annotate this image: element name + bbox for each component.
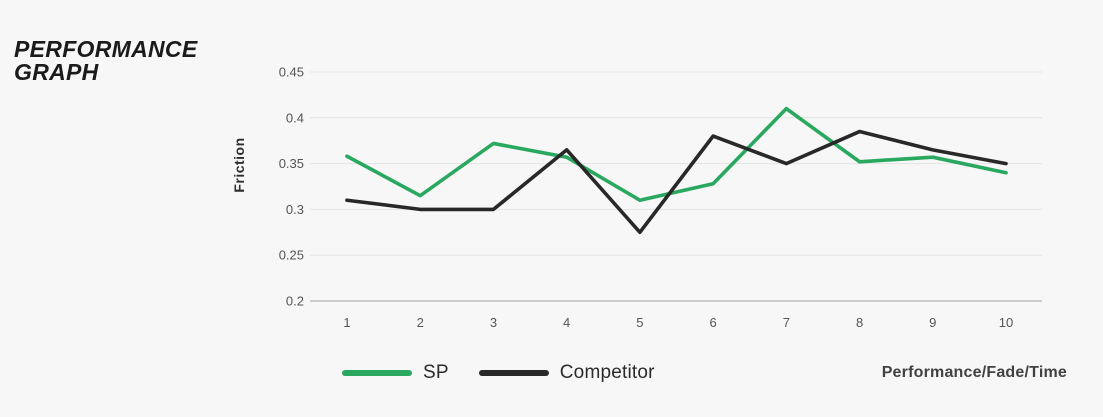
- x-tick-label: 2: [417, 315, 424, 330]
- x-tick-label: 5: [636, 315, 643, 330]
- x-tick-label: 8: [856, 315, 863, 330]
- y-tick-label: 0.3: [286, 202, 304, 217]
- x-tick-label: 9: [929, 315, 936, 330]
- x-tick-label: 6: [709, 315, 716, 330]
- x-tick-label: 3: [490, 315, 497, 330]
- sp-line-swatch: [342, 370, 412, 376]
- x-axis-caption: Performance/Fade/Time: [881, 364, 1067, 381]
- x-tick-label: 4: [563, 315, 570, 330]
- y-axis-label: Friction: [231, 137, 247, 192]
- competitor-line-swatch: [478, 370, 549, 376]
- page-title-line2: GRAPH: [14, 59, 99, 85]
- y-tick-label: 0.35: [279, 156, 304, 171]
- y-tick-label: 0.45: [279, 65, 304, 80]
- legend-label-sp: SP: [423, 362, 449, 383]
- y-tick-label: 0.2: [286, 294, 304, 309]
- series-line-sp: [345, 106, 1008, 203]
- y-tick-label: 0.4: [286, 110, 304, 125]
- legend-label-competitor: Competitor: [559, 362, 655, 383]
- y-tick-label: 0.25: [279, 248, 304, 263]
- chart-legend: SP Competitor: [342, 362, 655, 384]
- x-tick-label: 7: [783, 315, 790, 330]
- legend-item-sp: SP: [342, 362, 449, 384]
- series-line-competitor: [345, 129, 1008, 235]
- legend-item-competitor: Competitor: [478, 362, 655, 384]
- x-tick-label: 1: [343, 315, 350, 330]
- page-title-line1: PERFORMANCE: [14, 36, 198, 62]
- page-title: PERFORMANCE GRAPH: [14, 38, 197, 84]
- x-tick-label: 10: [999, 315, 1013, 330]
